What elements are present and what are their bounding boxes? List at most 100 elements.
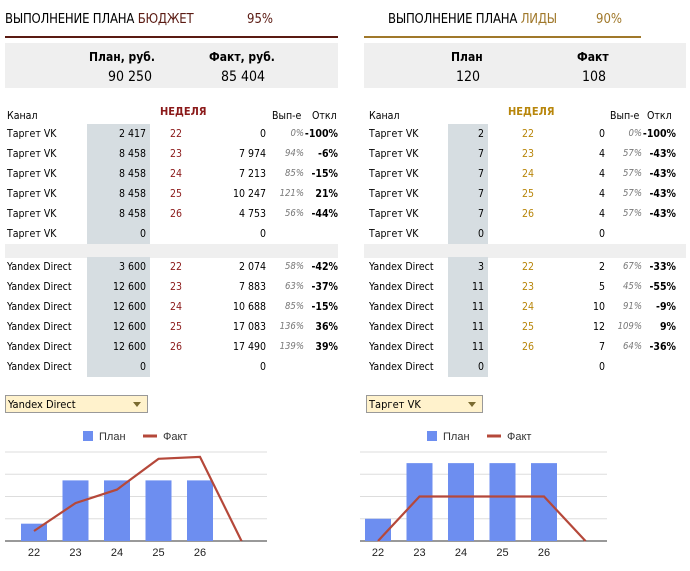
table-row: Таргет VK 7 26 4 57% -43% — [360, 204, 690, 224]
cell-exec: 121% — [279, 188, 304, 199]
cell-fact: 4 — [598, 208, 605, 220]
cell-plan: 0 — [87, 357, 150, 377]
leads-separator — [364, 244, 686, 258]
budget-chart: План Факт 22 23 24 25 26 — [5, 431, 267, 559]
cell-plan: 3 — [448, 257, 488, 277]
cell-fact: 7 213 — [238, 168, 266, 180]
budget-col-week: НЕДЕЛЯ — [160, 105, 207, 118]
leads-channel-select[interactable]: Таргет VK — [366, 395, 483, 413]
cell-exec: 85% — [285, 301, 304, 312]
cell-plan: 8 458 — [87, 164, 150, 184]
leads-title: ВЫПОЛНЕНИЕ ПЛАНА ЛИДЫ — [388, 12, 557, 27]
cell-week — [522, 357, 542, 377]
table-row: Yandex Direct 12 600 23 7 883 63% -37% — [0, 277, 345, 297]
cell-fact: 4 — [598, 188, 605, 200]
cell-exec: 0% — [628, 128, 642, 139]
cell-plan: 11 — [448, 297, 488, 317]
cell-channel: Таргет VK — [7, 128, 57, 140]
table-row: Yandex Direct 11 26 7 64% -36% — [360, 337, 690, 357]
cell-channel: Таргет VK — [7, 228, 57, 240]
cell-exec: 58% — [285, 261, 304, 272]
leads-col-channel: Канал — [369, 110, 400, 122]
cell-week: 23 — [170, 281, 183, 293]
cell-channel: Таргет VK — [369, 208, 419, 220]
cell-dev: -9% — [656, 301, 676, 313]
cell-exec: 63% — [285, 281, 304, 292]
budget-col-channel: Канал — [7, 110, 38, 122]
x-tick-label: 23 — [413, 547, 425, 559]
cell-week: 24 — [522, 301, 535, 313]
bar-plan — [406, 463, 433, 541]
cell-channel: Yandex Direct — [369, 321, 434, 333]
bar-plan — [531, 463, 557, 541]
cell-plan: 3 600 — [87, 257, 150, 277]
cell-plan: 11 — [448, 317, 488, 337]
bar-plan — [448, 463, 474, 541]
cell-fact: 2 074 — [238, 261, 266, 273]
leads-fact-label: Факт — [577, 50, 609, 64]
cell-plan: 7 — [448, 144, 488, 164]
cell-exec: 136% — [279, 321, 304, 332]
budget-percent: 95% — [247, 12, 273, 27]
table-row: Yandex Direct 3 600 22 2 074 58% -42% — [0, 257, 345, 277]
cell-plan: 2 — [448, 124, 488, 144]
legend-swatch-plan — [427, 431, 437, 441]
cell-channel: Yandex Direct — [7, 341, 72, 353]
cell-week: 23 — [522, 148, 535, 160]
budget-title-accent: БЮДЖЕТ — [137, 12, 194, 27]
table-row: Таргет VK 7 24 4 57% -43% — [360, 164, 690, 184]
budget-separator — [5, 244, 338, 258]
leads-title-accent: ЛИДЫ — [520, 12, 557, 27]
cell-dev: -36% — [649, 341, 676, 353]
cell-fact: 17 083 — [232, 321, 266, 333]
cell-exec: 57% — [623, 188, 642, 199]
chevron-down-icon — [468, 402, 476, 407]
cell-plan: 12 600 — [87, 317, 150, 337]
cell-plan: 12 600 — [87, 277, 150, 297]
cell-dev: -42% — [311, 261, 338, 273]
cell-dev: -15% — [311, 168, 338, 180]
table-row: Таргет VK 8 458 23 7 974 94% -6% — [0, 144, 345, 164]
cell-week: 26 — [522, 341, 535, 353]
cell-plan: 12 600 — [87, 297, 150, 317]
cell-dev: -15% — [311, 301, 338, 313]
legend-swatch-plan — [83, 431, 93, 441]
bar-plan — [489, 463, 516, 541]
cell-fact: 0 — [598, 361, 605, 373]
cell-dev — [642, 357, 676, 377]
cell-fact: 7 974 — [238, 148, 266, 160]
cell-week — [522, 224, 542, 244]
cell-exec: 91% — [623, 301, 642, 312]
cell-channel: Таргет VK — [369, 128, 419, 140]
cell-exec: 0% — [290, 128, 304, 139]
leads-summary — [364, 43, 686, 88]
cell-plan: 8 458 — [87, 184, 150, 204]
cell-fact: 7 883 — [238, 281, 266, 293]
cell-week: 22 — [170, 128, 183, 140]
cell-dev: -55% — [649, 281, 676, 293]
cell-channel: Таргет VK — [7, 188, 57, 200]
cell-exec: 67% — [623, 261, 642, 272]
cell-plan: 8 458 — [87, 204, 150, 224]
bar-plan — [187, 480, 213, 541]
cell-fact: 0 — [259, 228, 266, 240]
x-tick-label: 25 — [152, 547, 164, 559]
cell-dev: 39% — [315, 341, 338, 353]
cell-week: 22 — [170, 261, 183, 273]
cell-fact: 0 — [259, 361, 266, 373]
cell-week: 23 — [170, 148, 183, 160]
table-row: Yandex Direct 12 600 26 17 490 139% 39% — [0, 337, 345, 357]
budget-channel-select[interactable]: Yandex Direct — [5, 395, 148, 413]
cell-channel: Yandex Direct — [7, 261, 72, 273]
table-row: Таргет VK 7 23 4 57% -43% — [360, 144, 690, 164]
cell-exec: 109% — [617, 321, 642, 332]
table-row: Yandex Direct 11 25 12 109% 9% — [360, 317, 690, 337]
cell-exec: 57% — [623, 148, 642, 159]
x-tick-label: 22 — [372, 547, 384, 559]
cell-plan: 11 — [448, 337, 488, 357]
leads-col-dev: Откл — [647, 110, 672, 122]
table-row: Yandex Direct 12 600 24 10 688 85% -15% — [0, 297, 345, 317]
cell-channel: Yandex Direct — [369, 281, 434, 293]
cell-week: 25 — [170, 188, 183, 200]
budget-summary — [5, 43, 338, 88]
